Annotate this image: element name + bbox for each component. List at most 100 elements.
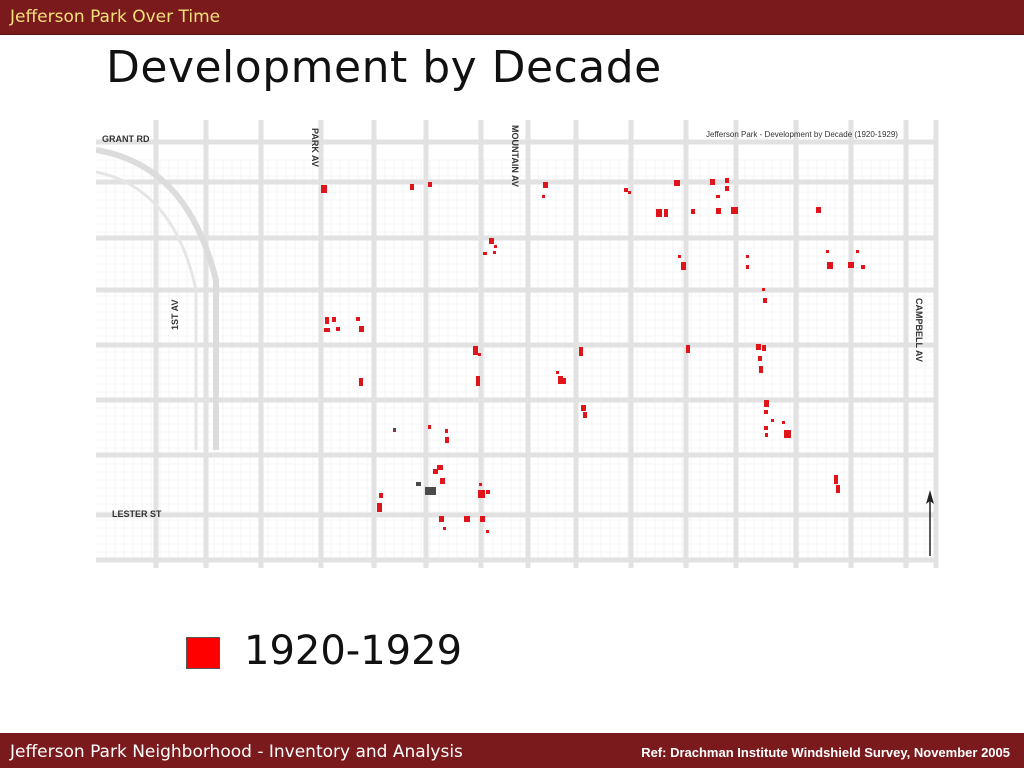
parcel-1920s <box>478 490 485 498</box>
parcel-1920s <box>356 317 360 321</box>
parcel-1920s <box>827 262 833 269</box>
legend-label: 1920-1929 <box>244 628 463 674</box>
street-label-1st-av: 1ST AV <box>170 299 180 330</box>
parcel-1920s <box>464 516 470 522</box>
slide-title: Development by Decade <box>106 42 662 93</box>
parcel-1920s <box>834 475 838 484</box>
parcel-1920s <box>473 346 478 355</box>
parcel-1920s <box>710 179 715 185</box>
footer-bar: Jefferson Park Neighborhood - Inventory … <box>0 733 1024 768</box>
development-map: GRANT RD PARK AV MOUNTAIN AV 1ST AV CAMP… <box>96 120 942 570</box>
footer-title: Jefferson Park Neighborhood - Inventory … <box>10 742 463 762</box>
parcel-1920s <box>440 478 445 484</box>
parcel-1920s <box>359 378 363 386</box>
street-labels: GRANT RD PARK AV MOUNTAIN AV 1ST AV CAMP… <box>102 125 924 519</box>
parcel-1920s <box>476 376 480 386</box>
street-label-park-av: PARK AV <box>310 128 320 167</box>
parcel-1920s <box>445 429 448 433</box>
parcel-1920s <box>324 328 330 332</box>
parcel-1920s <box>480 516 485 522</box>
parcel-1920s <box>746 265 749 269</box>
parcel-1920s <box>836 485 840 493</box>
parcel-1920s <box>784 430 791 438</box>
parcel-existing <box>394 428 396 431</box>
parcel-1920s <box>379 493 383 498</box>
parcel-1920s <box>725 178 729 183</box>
parcel-1920s <box>848 262 854 268</box>
parcel-1920s <box>377 503 382 512</box>
parcel-1920s <box>656 209 662 217</box>
parcel-1920s <box>628 191 631 194</box>
parcel-1920s <box>433 469 438 474</box>
footer-reference: Ref: Drachman Institute Windshield Surve… <box>641 745 1010 760</box>
parcel-1920s <box>725 186 729 191</box>
parcel-1920s <box>410 184 414 190</box>
parcel-1920s <box>782 421 785 424</box>
parcel-1920s <box>558 376 563 384</box>
parcel-1920s <box>816 207 821 213</box>
parcel-1920s <box>764 426 768 430</box>
parcel-1920s <box>681 262 686 270</box>
parcel-1920s <box>581 405 586 411</box>
curved-street <box>96 170 198 450</box>
parcel-1920s <box>771 419 774 422</box>
parcel-1920s <box>439 516 444 522</box>
street-label-lester-st: LESTER ST <box>112 509 162 519</box>
parcel-1920s <box>664 209 668 217</box>
parcel-1920s <box>678 255 681 258</box>
parcel-1920s <box>443 527 446 530</box>
parcel-1920s <box>765 433 768 437</box>
parcel-1920s <box>762 288 765 291</box>
parcel-1920s <box>731 207 738 214</box>
parcel-1920s <box>542 195 545 198</box>
street-grid <box>96 120 939 568</box>
parcel-1920s <box>583 412 587 418</box>
parcel-markers <box>321 178 865 533</box>
parcel-1920s <box>489 238 494 244</box>
parcel-1920s <box>716 195 720 198</box>
parcel-1920s <box>493 251 496 254</box>
parcel-1920s <box>826 250 829 253</box>
map-caption: Jefferson Park - Development by Decade (… <box>706 130 898 139</box>
parcel-1920s <box>716 208 721 214</box>
parcel-1920s <box>686 345 690 353</box>
parcel-1920s <box>624 188 628 192</box>
map-svg: GRANT RD PARK AV MOUNTAIN AV 1ST AV CAMP… <box>96 120 939 568</box>
parcel-1920s <box>856 250 859 253</box>
parcel-1920s <box>486 530 489 533</box>
parcel-1920s <box>486 490 490 494</box>
curved-street <box>96 147 219 450</box>
parcel-1920s <box>359 326 364 332</box>
parcel-1920s <box>764 400 769 407</box>
parcel-1920s <box>764 410 768 414</box>
parcel-existing <box>425 487 436 495</box>
parcel-1920s <box>428 425 431 429</box>
parcel-1920s <box>437 465 443 470</box>
parcel-1920s <box>756 344 761 350</box>
legend-swatch <box>186 637 220 669</box>
parcel-existing <box>416 482 421 486</box>
parcel-1920s <box>332 317 336 322</box>
parcel-1920s <box>478 353 481 356</box>
parcel-1920s <box>691 209 695 214</box>
parcel-1920s <box>861 265 865 269</box>
parcel-1920s <box>543 182 548 188</box>
parcel-1920s <box>563 378 566 384</box>
parcel-1920s <box>321 185 327 193</box>
parcel-1920s <box>483 252 487 255</box>
parcel-1920s <box>325 317 329 324</box>
street-label-grant-rd: GRANT RD <box>102 134 150 144</box>
parcel-1920s <box>428 182 432 187</box>
parcel-1920s <box>556 371 559 374</box>
header-bar: Jefferson Park Over Time <box>0 0 1024 35</box>
street-label-campbell-av: CAMPBELL AV <box>914 298 924 362</box>
header-title: Jefferson Park Over Time <box>10 7 221 27</box>
parcel-1920s <box>762 345 766 351</box>
parcel-1920s <box>336 327 340 331</box>
parcel-1920s <box>674 180 680 186</box>
parcel-1920s <box>758 356 762 361</box>
parcel-1920s <box>746 255 749 258</box>
north-arrow-icon <box>926 490 934 556</box>
parcel-1920s <box>445 437 449 443</box>
street-label-mountain-av: MOUNTAIN AV <box>510 125 520 187</box>
